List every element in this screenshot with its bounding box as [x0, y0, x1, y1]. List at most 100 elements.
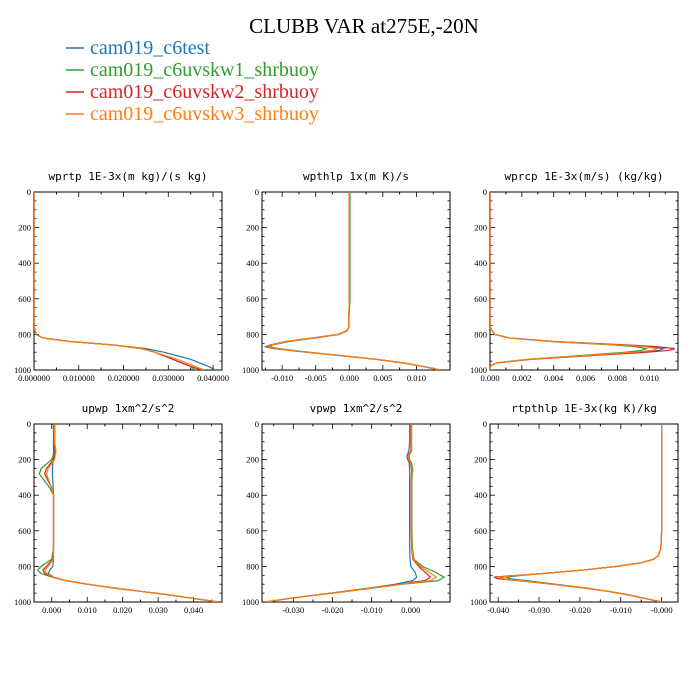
series-line: [264, 192, 441, 370]
legend-entry: cam019_c6uvskw1_shrbuoy: [66, 59, 319, 81]
x-tick-label: 0.008: [608, 373, 627, 383]
series-line: [34, 192, 196, 370]
series-line: [34, 192, 205, 370]
plot-frame: [261, 423, 451, 603]
x-tick-label: -0.005: [305, 373, 327, 383]
y-tick-label: 400: [18, 258, 31, 268]
series-line: [263, 192, 441, 370]
x-tick-label: 0.000000: [18, 373, 50, 383]
y-tick-label: 600: [474, 294, 487, 304]
x-tick-label: 0.040000: [197, 373, 229, 383]
series-line: [265, 424, 418, 602]
series-line: [34, 192, 203, 370]
x-tick-label: 0.010: [78, 605, 97, 615]
series-line: [497, 424, 663, 602]
legend-label: cam019_c6uvskw3_shrbuoy: [90, 103, 319, 125]
legend-entry: cam019_c6uvskw3_shrbuoy: [66, 103, 319, 125]
x-tick-label: 0.030000: [152, 373, 184, 383]
legend: cam019_c6test cam019_c6uvskw1_shrbuoy ca…: [66, 37, 319, 125]
y-tick-label: 800: [246, 329, 259, 339]
chart-panel: wpthlp 1x(m K)/s 0 200 400 600 800 1000 -0.010 -…: [242, 170, 451, 383]
x-tick-label: -0.010: [610, 605, 632, 615]
series-line: [490, 192, 660, 370]
panel-title: vpwp 1xm^2/s^2: [310, 402, 403, 415]
y-tick-label: 0: [255, 419, 259, 429]
series-line: [43, 424, 219, 602]
plot-frame: [261, 191, 451, 371]
x-tick-label: 0.000: [340, 373, 359, 383]
y-tick-label: 1000: [242, 365, 259, 375]
x-tick-label: -0.020: [569, 605, 591, 615]
panel-title: rtpthlp 1E-3x(kg K)/kg: [511, 402, 657, 415]
x-tick-label: 0.030: [149, 605, 168, 615]
figure-title: CLUBB VAR at275E,-20N: [249, 14, 479, 38]
x-tick-label: 0.010000: [63, 373, 95, 383]
y-tick-label: 1000: [470, 365, 487, 375]
y-tick-label: 400: [246, 490, 259, 500]
chart-panel: wprcp 1E-3x(m/s) (kg/kg) 0 200 400 600 800 100…: [470, 170, 679, 383]
x-tick-label: 0.010: [407, 373, 426, 383]
y-tick-label: 600: [18, 526, 31, 536]
y-tick-label: 600: [18, 294, 31, 304]
y-tick-label: 200: [246, 223, 259, 233]
y-tick-label: 800: [474, 329, 487, 339]
y-tick-label: 800: [18, 329, 31, 339]
legend-label: cam019_c6uvskw2_shrbuoy: [90, 81, 319, 103]
y-tick-label: 1000: [242, 597, 259, 607]
x-tick-label: 0.000: [401, 605, 420, 615]
y-tick-label: 200: [474, 223, 487, 233]
x-tick-label: 0.002: [512, 373, 531, 383]
x-tick-label: 0.006: [576, 373, 595, 383]
x-tick-label: 0.010: [640, 373, 659, 383]
y-tick-label: 0: [483, 419, 487, 429]
series-line: [265, 424, 438, 602]
x-tick-label: 0.004: [544, 373, 564, 383]
x-tick-label: -0.040: [487, 605, 509, 615]
x-tick-label: 0.020: [113, 605, 132, 615]
y-tick-label: 1000: [14, 597, 31, 607]
panel-title: wprcp 1E-3x(m/s) (kg/kg): [505, 170, 664, 183]
panel-title: upwp 1xm^2/s^2: [82, 402, 175, 415]
x-tick-label: -0.010: [271, 373, 293, 383]
x-tick-label: -0.030: [528, 605, 550, 615]
x-tick-label: -0.030: [282, 605, 304, 615]
y-tick-label: 800: [246, 561, 259, 571]
series-line: [490, 192, 649, 370]
series-line: [504, 424, 663, 602]
series-line: [36, 424, 219, 602]
panels: wprtp 1E-3x(m kg)/(s kg) 0 200 400 600 800 100…: [14, 170, 679, 615]
legend-entry: cam019_c6uvskw2_shrbuoy: [66, 81, 319, 103]
y-tick-label: 400: [474, 258, 487, 268]
panel-title: wprtp 1E-3x(m kg)/(s kg): [49, 170, 208, 183]
y-tick-label: 800: [474, 561, 487, 571]
y-tick-label: 0: [27, 419, 31, 429]
y-tick-label: 1000: [470, 597, 487, 607]
x-tick-label: 0.020000: [108, 373, 140, 383]
chart-panel: upwp 1xm^2/s^2 0 200 400 600 800 1000 0.000 0.01…: [14, 402, 223, 615]
series-line: [265, 424, 432, 602]
series-line: [268, 192, 441, 370]
y-tick-label: 400: [474, 490, 487, 500]
legend-entry: cam019_c6test: [66, 37, 210, 59]
chart-panel: wprtp 1E-3x(m kg)/(s kg) 0 200 400 600 800 100…: [14, 170, 229, 383]
series-line: [266, 192, 441, 370]
y-tick-label: 600: [246, 294, 259, 304]
y-tick-label: 400: [246, 258, 259, 268]
y-tick-label: 0: [255, 187, 259, 197]
y-tick-label: 0: [483, 187, 487, 197]
x-tick-label: -0.020: [322, 605, 344, 615]
x-tick-label: -0.000: [651, 605, 673, 615]
series-line: [47, 424, 219, 602]
y-tick-label: 400: [18, 490, 31, 500]
x-tick-label: 0.000: [42, 605, 61, 615]
plot-frame: [33, 191, 223, 371]
panel-title: wpthlp 1x(m K)/s: [303, 170, 409, 183]
series-line: [265, 424, 446, 602]
x-tick-label: 0.000: [480, 373, 499, 383]
y-tick-label: 200: [474, 455, 487, 465]
y-tick-label: 0: [27, 187, 31, 197]
y-tick-label: 1000: [14, 365, 31, 375]
series-line: [34, 192, 216, 370]
y-tick-label: 800: [18, 561, 31, 571]
